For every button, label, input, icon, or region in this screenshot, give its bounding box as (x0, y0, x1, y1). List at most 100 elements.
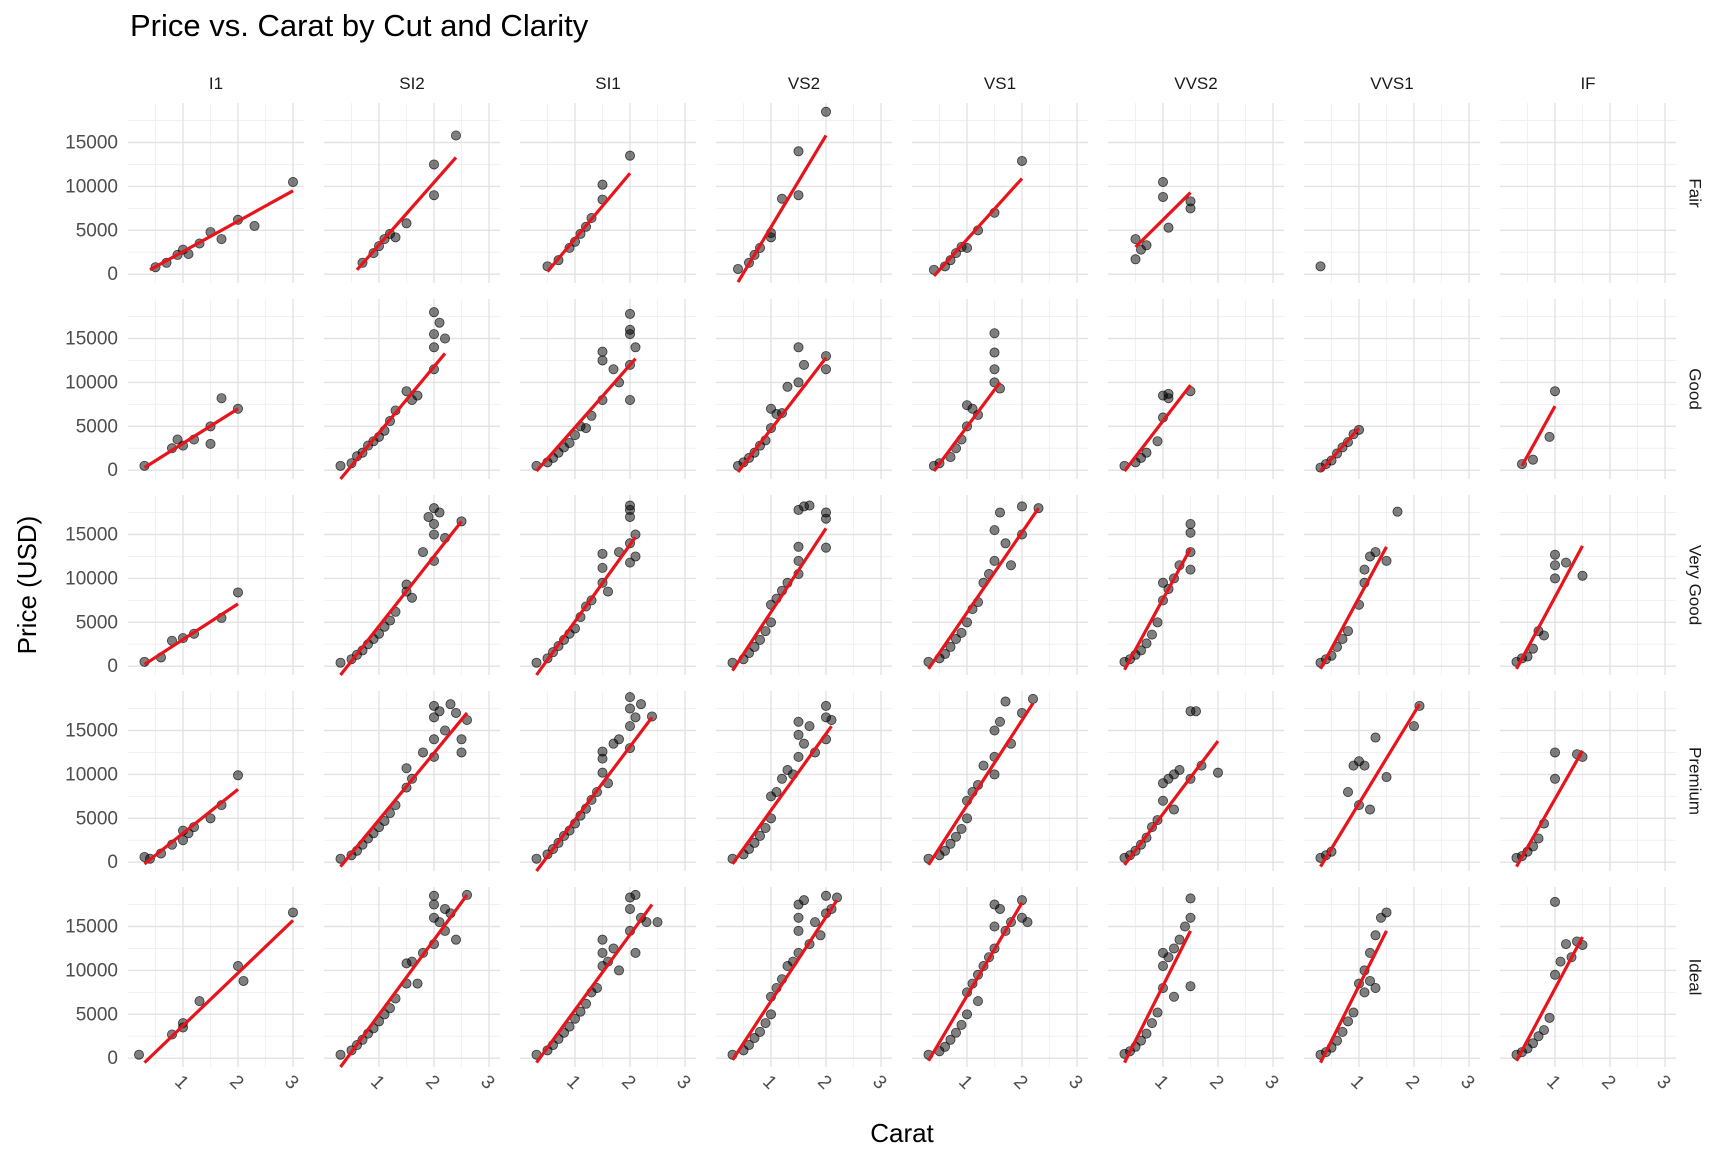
data-point (1550, 969, 1561, 980)
data-point (1359, 564, 1370, 575)
data-point (1528, 454, 1539, 465)
data-point (1185, 912, 1196, 923)
x-tick-label: 3 (1652, 1071, 1674, 1093)
facet-panel-fair-vvs1 (1304, 103, 1480, 283)
data-point (428, 712, 439, 723)
data-point (172, 434, 183, 445)
x-tick-label: 2 (421, 1071, 443, 1093)
trend-line (143, 788, 239, 866)
data-point (216, 393, 227, 404)
data-point (625, 721, 636, 732)
data-point (335, 657, 346, 668)
facet-panel-premium-si1 (520, 691, 696, 872)
facet-panel-premium-vvs2 (1108, 691, 1284, 871)
x-tick-label: 1 (366, 1071, 388, 1093)
trend-line (339, 520, 463, 676)
data-point (799, 359, 810, 370)
data-point (1006, 560, 1017, 571)
data-point (652, 917, 663, 928)
facet-panel-fair-vs2 (716, 103, 892, 283)
data-point (1370, 732, 1381, 743)
facet-panel-fair-if (1500, 103, 1676, 283)
data-point (412, 390, 423, 401)
data-point (630, 712, 641, 723)
x-tick-label: 2 (813, 1071, 835, 1093)
data-point (760, 626, 771, 637)
data-point (597, 562, 608, 573)
facet-panel-very-good-if (1500, 495, 1676, 675)
row-strip-label: Good (1686, 368, 1705, 410)
data-point (755, 1026, 766, 1037)
data-point (760, 822, 771, 833)
data-point (749, 1033, 760, 1044)
data-point (625, 692, 636, 703)
data-point (428, 529, 439, 540)
x-tick-label: 1 (954, 1071, 976, 1093)
data-point (1370, 982, 1381, 993)
facet-panel-good-si1 (520, 299, 696, 479)
facet-panel-ideal-if (1500, 887, 1676, 1067)
trend-line (535, 536, 637, 676)
facet-panel-premium-if (1500, 691, 1676, 871)
data-point (989, 921, 1000, 932)
data-point (401, 763, 412, 774)
facet-panel-very-good-i1 (128, 495, 304, 675)
x-tick-label: 3 (672, 1071, 694, 1093)
trend-line (1123, 740, 1220, 866)
data-point (1130, 254, 1141, 265)
data-point (940, 845, 951, 856)
data-point (216, 234, 227, 245)
trend-line (535, 903, 654, 1064)
data-point (287, 177, 298, 188)
y-tick-label: 10000 (65, 176, 118, 197)
data-point (1409, 721, 1420, 732)
data-point (450, 707, 461, 718)
trend-line (1134, 191, 1192, 249)
x-tick-label: 2 (1597, 1071, 1619, 1093)
data-point (777, 773, 788, 784)
data-point (1185, 893, 1196, 904)
data-point (956, 1019, 967, 1030)
data-point (1365, 975, 1376, 986)
data-point (1158, 795, 1169, 806)
y-tick-label: 0 (107, 1048, 118, 1069)
data-point (597, 179, 608, 190)
y-tick-label: 0 (107, 656, 118, 677)
column-strip-label: VS2 (788, 74, 820, 93)
data-point (793, 541, 804, 552)
facet-panel-good-vvs1 (1304, 299, 1480, 479)
trend-line (149, 189, 294, 272)
data-point (456, 734, 467, 745)
facet-panel-good-i1 (128, 299, 304, 479)
data-point (962, 1009, 973, 1020)
data-point (1000, 696, 1011, 707)
trend-line (339, 893, 469, 1068)
data-point (1343, 1016, 1354, 1027)
data-point (133, 1049, 144, 1060)
data-point (793, 342, 804, 353)
data-point (434, 507, 445, 518)
x-tick-label: 1 (562, 1071, 584, 1093)
data-point (428, 342, 439, 353)
trend-line (927, 507, 1040, 670)
data-point (625, 703, 636, 714)
facet-panel-premium-si2 (324, 691, 500, 871)
column-strip-label: I1 (209, 74, 223, 93)
x-tick-label: 3 (1260, 1071, 1282, 1093)
data-point (428, 899, 439, 910)
data-point (1174, 765, 1185, 776)
facet-panel-fair-i1 (128, 103, 304, 283)
data-point (989, 725, 1000, 736)
data-point (1174, 934, 1185, 945)
data-point (951, 831, 962, 842)
data-point (1561, 939, 1572, 950)
data-point (1359, 987, 1370, 998)
data-point (564, 437, 575, 448)
data-point (1561, 557, 1572, 568)
y-tick-label: 10000 (65, 372, 118, 393)
data-point (793, 146, 804, 157)
x-axis-title: Carat (870, 1118, 934, 1148)
x-tick-label: 3 (868, 1071, 890, 1093)
trend-line (932, 381, 1002, 473)
data-point (1539, 630, 1550, 641)
